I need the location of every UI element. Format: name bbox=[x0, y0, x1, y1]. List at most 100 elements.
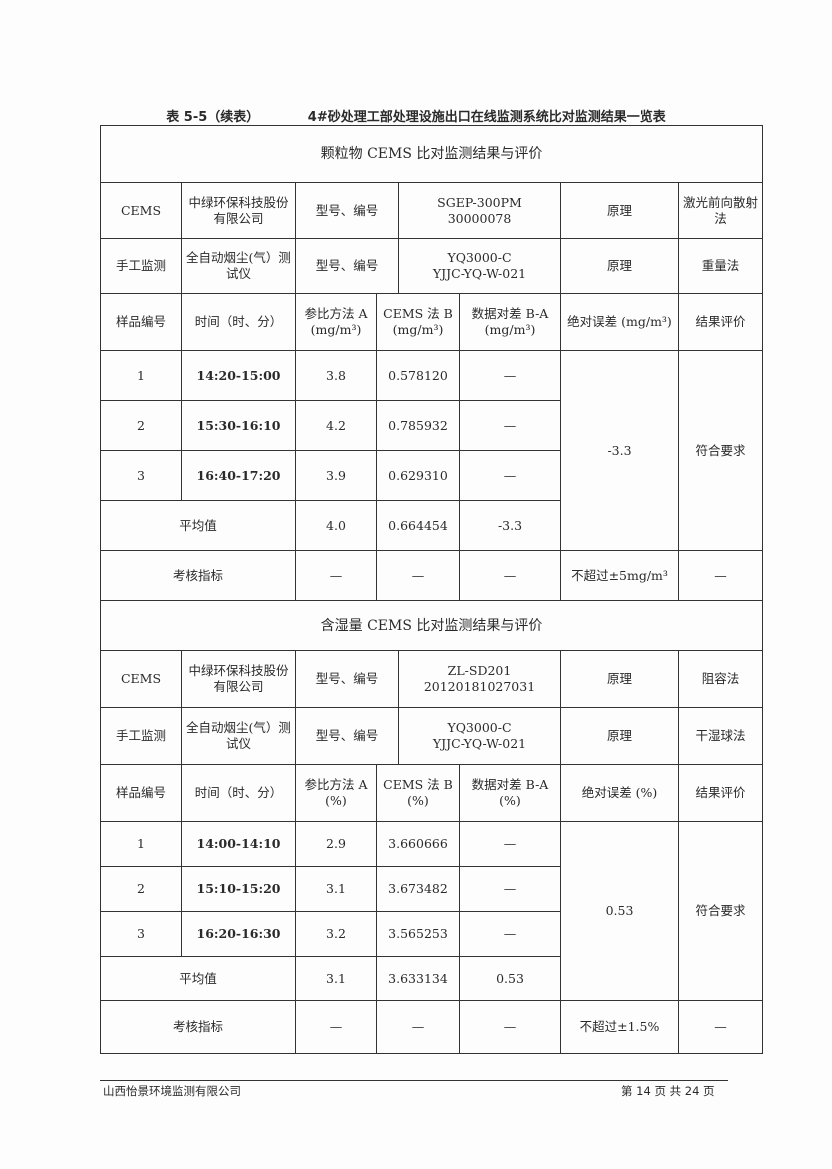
column-header: 参比方法 A (mg/m³) bbox=[295, 293, 377, 351]
column-header: 结果评价 bbox=[677, 293, 764, 351]
cell: — bbox=[459, 400, 561, 451]
table-row: 3 16:40-17:20 3.9 0.629310— bbox=[100, 450, 763, 501]
model-serial-line2: 20120181027031 bbox=[423, 679, 536, 694]
model-serial-line1: SGEP-300PM bbox=[437, 194, 522, 210]
manual-info-row: 手工监测 全自动烟尘(气）测试仪 型号、编号 YQ3000-C YJJC-YQ-W-02… bbox=[100, 707, 764, 765]
cell: 1 bbox=[100, 821, 182, 867]
column-header: CEMS 法 B (%) bbox=[376, 764, 460, 822]
column-header: 绝对误差 (%) bbox=[560, 764, 679, 822]
average-row: 平均值 3.1 3.633134 0.53 bbox=[100, 956, 763, 1001]
model-label: 型号、编号 bbox=[295, 650, 399, 708]
cell: 3.8 bbox=[295, 350, 377, 401]
section-table: 含湿量 CEMS 比对监测结果与评价 CEMS 中绿环保科技股份有限公司 型号、编号 Z… bbox=[99, 600, 764, 1054]
manual-label: 手工监测 bbox=[100, 707, 182, 765]
criteria-a: — bbox=[295, 550, 377, 601]
average-a: 4.0 bbox=[295, 500, 377, 551]
cems-maker: 中绿环保科技股份有限公司 bbox=[181, 182, 296, 239]
cems-label: CEMS bbox=[100, 650, 182, 708]
cell: 4.2 bbox=[295, 400, 377, 451]
cems-maker: 中绿环保科技股份有限公司 bbox=[181, 650, 296, 708]
column-header: 参比方法 A (%) bbox=[295, 764, 377, 822]
cems-label: CEMS bbox=[100, 182, 182, 239]
column-header: 时间（时、分） bbox=[181, 293, 296, 351]
principle-label: 原理 bbox=[560, 707, 679, 765]
cell: 0.578120 bbox=[376, 350, 460, 401]
model-serial-line1: YQ3000-C bbox=[447, 720, 512, 735]
model-serial-line1: YQ3000-C bbox=[447, 250, 512, 265]
table-row: 2 15:30-16:10 4.2 0.785932— bbox=[100, 400, 763, 451]
column-header: 结果评价 bbox=[677, 764, 764, 822]
principle-label: 原理 bbox=[560, 650, 679, 708]
criteria-abs: 不超过±5mg/m³ bbox=[560, 550, 679, 601]
manual-info-row: 手工监测 全自动烟尘(气）测试仪 型号、编号 YQ3000-C YJJC-YQ-W-02… bbox=[100, 238, 764, 294]
cell: — bbox=[459, 821, 561, 867]
column-headers: 样品编号 时间（时、分） 参比方法 A (%) CEMS 法 B (%) 数据对差 B-… bbox=[100, 764, 764, 822]
manual-maker: 全自动烟尘(气）测试仪 bbox=[181, 238, 296, 294]
average-b: 3.633134 bbox=[376, 956, 460, 1001]
table-row: 1 14:00-14:10 2.9 3.660666—0.53 符合要求 bbox=[100, 821, 764, 1001]
model-serial-line1: ZL-SD201 bbox=[447, 663, 512, 678]
cell: 3.673482 bbox=[376, 866, 460, 912]
result-evaluation: 符合要求 bbox=[677, 350, 764, 551]
table-row: 2 15:10-15:20 3.1 3.673482— bbox=[100, 866, 763, 912]
cell: 14:00-14:10 bbox=[181, 821, 296, 867]
criteria-row: 考核指标 — — — 不超过±5mg/m³ — bbox=[100, 550, 764, 601]
criteria-a: — bbox=[295, 1000, 377, 1054]
cell: 0.785932 bbox=[376, 400, 460, 451]
principle-label: 原理 bbox=[560, 182, 679, 239]
cell: 2 bbox=[100, 866, 182, 912]
cell: 1 bbox=[100, 350, 182, 401]
average-diff: -3.3 bbox=[459, 500, 561, 551]
cell: 3 bbox=[100, 911, 182, 957]
section-title: 颗粒物 CEMS 比对监测结果与评价 bbox=[99, 125, 764, 183]
model-label: 型号、编号 bbox=[295, 238, 399, 294]
average-label: 平均值 bbox=[100, 956, 296, 1001]
model-serial: ZL-SD201 20120181027031 bbox=[398, 650, 561, 708]
cell: 3.2 bbox=[295, 911, 377, 957]
cell: — bbox=[459, 866, 561, 912]
cems-info-row: CEMS 中绿环保科技股份有限公司 型号、编号 SGEP-300PM 30000078 原… bbox=[100, 182, 764, 239]
cell: 0.629310 bbox=[376, 450, 460, 501]
cell: 15:30-16:10 bbox=[181, 400, 296, 451]
average-diff: 0.53 bbox=[459, 956, 561, 1001]
column-header: 样品编号 bbox=[100, 764, 182, 822]
criteria-b: — bbox=[376, 1000, 460, 1054]
criteria-abs: 不超过±1.5% bbox=[560, 1000, 679, 1054]
criteria-label: 考核指标 bbox=[100, 1000, 296, 1054]
criteria-label: 考核指标 bbox=[100, 550, 296, 601]
model-label: 型号、编号 bbox=[295, 707, 399, 765]
cell: 16:20-16:30 bbox=[181, 911, 296, 957]
cell: 2 bbox=[100, 400, 182, 451]
footer-page-number: 第 14 页 共 24 页 bbox=[621, 1084, 715, 1098]
principle-value: 阻容法 bbox=[677, 650, 764, 708]
criteria-diff: — bbox=[459, 1000, 561, 1054]
cell: 3 bbox=[100, 450, 182, 501]
manual-maker: 全自动烟尘(气）测试仪 bbox=[181, 707, 296, 765]
cell: 14:20-15:00 bbox=[181, 350, 296, 401]
model-label: 型号、编号 bbox=[295, 182, 399, 239]
table-row: 1 14:20-15:00 3.8 0.578120— -3.3 符合要求 bbox=[100, 350, 764, 551]
criteria-eval: — bbox=[677, 550, 764, 601]
principle-value: 重量法 bbox=[677, 238, 764, 294]
cell: 3.565253 bbox=[376, 911, 460, 957]
cell: 15:10-15:20 bbox=[181, 866, 296, 912]
model-serial: YQ3000-C YJJC-YQ-W-021 bbox=[398, 238, 561, 294]
cems-info-row: CEMS 中绿环保科技股份有限公司 型号、编号 ZL-SD201 20120181027… bbox=[100, 650, 764, 708]
column-headers: 样品编号 时间（时、分） 参比方法 A (mg/m³) CEMS 法 B (mg/m³… bbox=[100, 293, 764, 351]
model-serial: SGEP-300PM 30000078 bbox=[398, 182, 561, 239]
criteria-b: — bbox=[376, 550, 460, 601]
section-table: 颗粒物 CEMS 比对监测结果与评价 CEMS 中绿环保科技股份有限公司 型号、编号 S… bbox=[99, 125, 764, 601]
criteria-diff: — bbox=[459, 550, 561, 601]
cell: 3.1 bbox=[295, 866, 377, 912]
column-header: 绝对误差 (mg/m³) bbox=[560, 293, 679, 351]
column-header: 时间（时、分） bbox=[181, 764, 296, 822]
average-b: 0.664454 bbox=[376, 500, 460, 551]
cell: 3.660666 bbox=[376, 821, 460, 867]
principle-label: 原理 bbox=[560, 238, 679, 294]
cell: 16:40-17:20 bbox=[181, 450, 296, 501]
result-evaluation: 符合要求 bbox=[677, 821, 764, 1001]
footer-company: 山西怡景环境监测有限公司 bbox=[103, 1084, 241, 1098]
criteria-row: 考核指标 — — — 不超过±1.5% — bbox=[100, 1000, 764, 1054]
model-serial-line2: 30000078 bbox=[447, 210, 512, 226]
manual-label: 手工监测 bbox=[100, 238, 182, 294]
